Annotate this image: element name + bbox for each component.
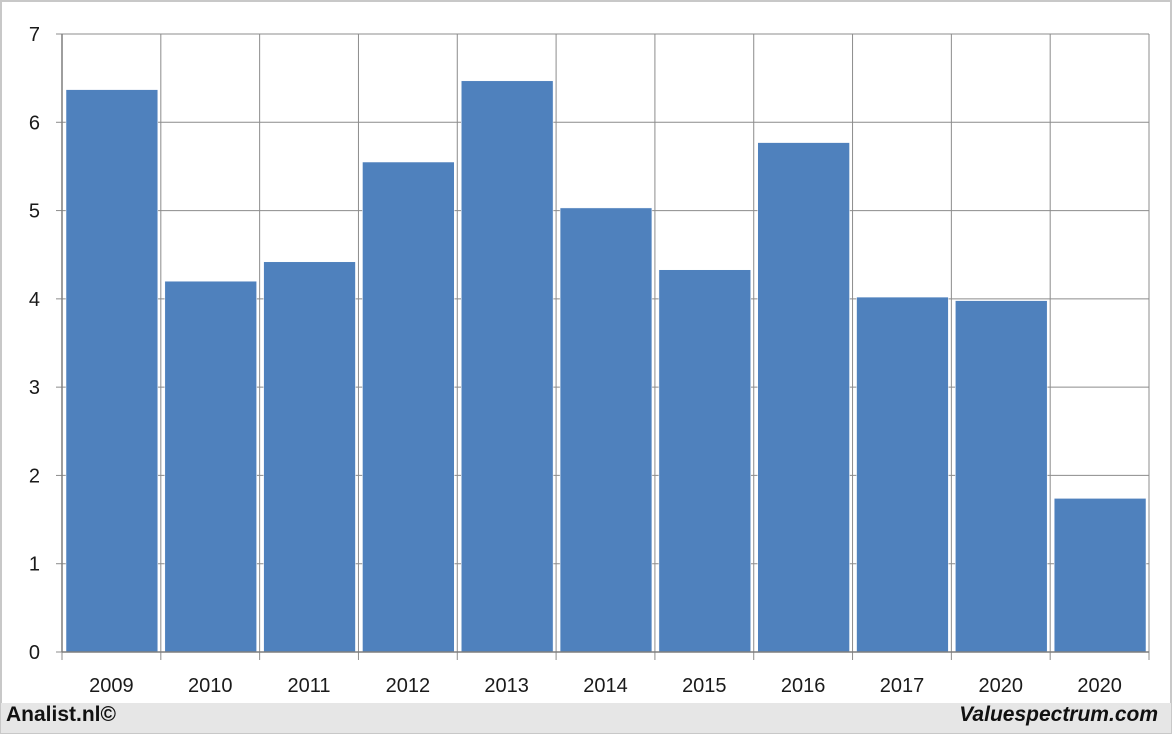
y-tick-label: 2 — [29, 465, 40, 487]
bar-2017-8 — [856, 296, 949, 653]
x-tick-label: 2014 — [583, 675, 628, 697]
bar-2016-7 — [757, 142, 850, 653]
bar-2020-10 — [1053, 498, 1147, 653]
y-tick-label: 0 — [29, 642, 40, 664]
bar-2012-3 — [362, 161, 455, 653]
x-tick-label: 2020 — [979, 675, 1024, 697]
x-tick-label: 2013 — [484, 675, 529, 697]
x-tick-label: 2011 — [288, 675, 331, 697]
y-tick-label: 5 — [29, 201, 40, 223]
footer-left-credit: Analist.nl© — [6, 703, 116, 726]
y-tick-label: 7 — [29, 24, 40, 46]
y-tick-label: 3 — [29, 377, 40, 399]
x-tick-label: 2010 — [188, 675, 233, 697]
footer-band — [1, 703, 1171, 733]
footer-right-credit: Valuespectrum.com — [959, 703, 1158, 726]
x-tick-label: 2012 — [386, 675, 431, 697]
y-tick-label: 1 — [29, 554, 40, 576]
bar-2010-1 — [164, 280, 257, 653]
x-tick-label: 2016 — [781, 675, 826, 697]
axis-layer: 0 1 2 3 4 5 6 7 2009 2010 2011 2012 2013 2014 2015 2016… — [29, 24, 1150, 697]
x-tick-label: 2009 — [89, 675, 134, 697]
bars-layer — [65, 80, 1147, 653]
bar-2009-0 — [65, 89, 159, 653]
y-tick-label: 6 — [29, 112, 40, 134]
bar-2013-4 — [461, 80, 554, 653]
bar-2020-9 — [955, 300, 1048, 653]
y-tick-label: 4 — [29, 289, 40, 311]
bar-2011-2 — [263, 261, 356, 653]
x-tick-label: 2020 — [1077, 675, 1122, 697]
x-tick-label: 2017 — [880, 675, 925, 697]
x-tick-label: 2015 — [682, 675, 727, 697]
bar-2015-6 — [658, 269, 751, 653]
bar-2014-5 — [559, 207, 653, 653]
